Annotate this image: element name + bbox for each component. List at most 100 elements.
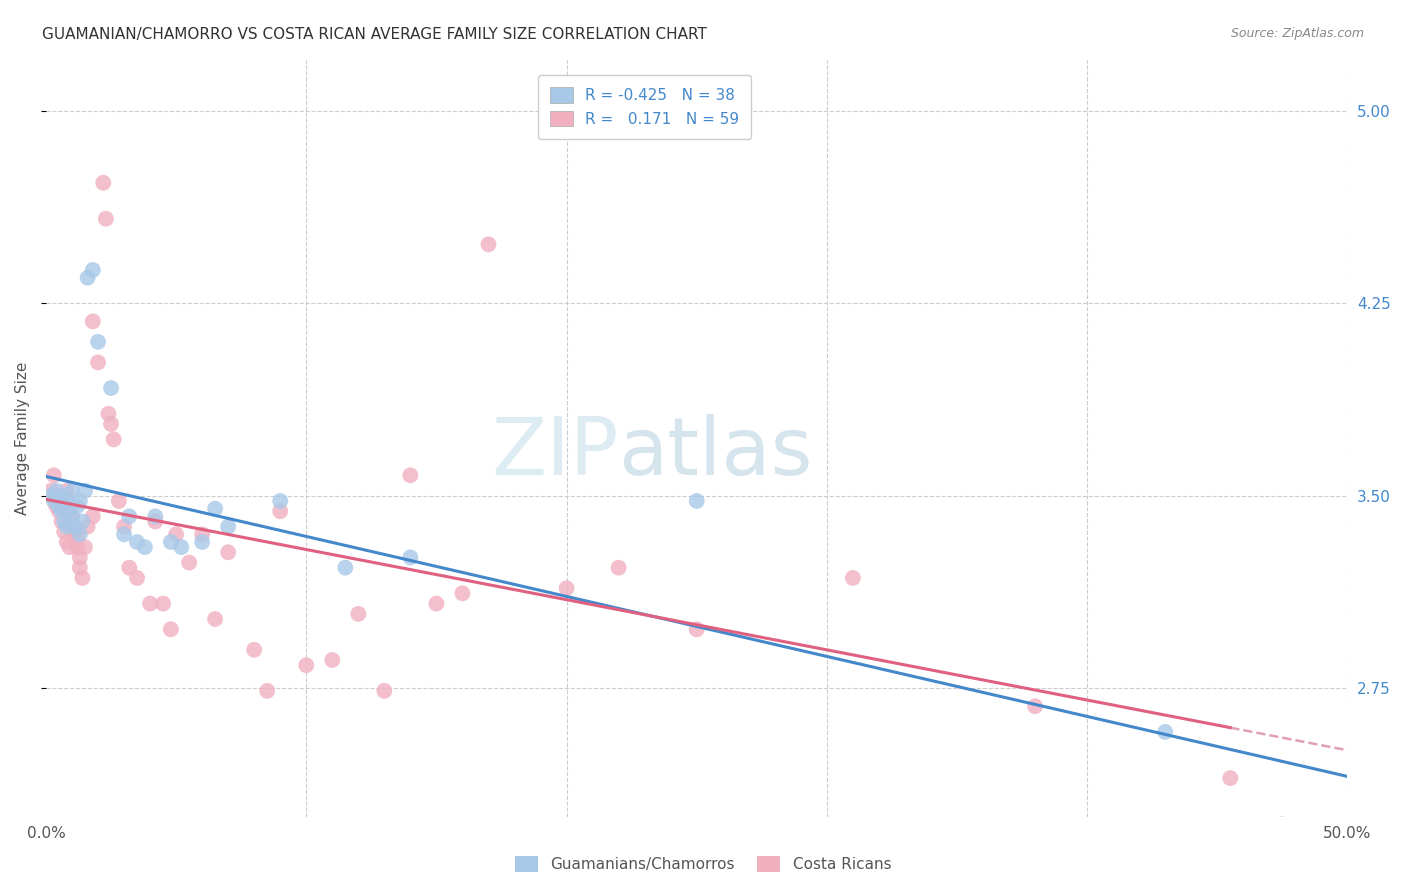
Point <box>170 540 193 554</box>
Point <box>165 527 187 541</box>
Legend: R = -0.425   N = 38, R =   0.171   N = 59: R = -0.425 N = 38, R = 0.171 N = 59 <box>537 75 751 139</box>
Point <box>269 494 291 508</box>
Point <box>373 684 395 698</box>
Point <box>160 622 183 636</box>
Point <box>335 560 357 574</box>
Point <box>73 540 96 554</box>
Point <box>60 509 83 524</box>
Point <box>125 571 148 585</box>
Point <box>82 314 104 328</box>
Text: GUAMANIAN/CHAMORRO VS COSTA RICAN AVERAGE FAMILY SIZE CORRELATION CHART: GUAMANIAN/CHAMORRO VS COSTA RICAN AVERAG… <box>42 27 707 42</box>
Point <box>112 527 135 541</box>
Point <box>73 483 96 498</box>
Point <box>53 499 76 513</box>
Point <box>58 504 80 518</box>
Point <box>69 550 91 565</box>
Point <box>477 237 499 252</box>
Point <box>112 519 135 533</box>
Point <box>1024 699 1046 714</box>
Point <box>39 483 62 498</box>
Point <box>51 515 73 529</box>
Point <box>134 540 156 554</box>
Point <box>58 501 80 516</box>
Point <box>425 597 447 611</box>
Point <box>607 560 630 574</box>
Point <box>42 494 65 508</box>
Text: Source: ZipAtlas.com: Source: ZipAtlas.com <box>1230 27 1364 40</box>
Point <box>53 489 76 503</box>
Point <box>91 176 114 190</box>
Text: atlas: atlas <box>619 414 813 492</box>
Point <box>72 571 94 585</box>
Point <box>45 499 67 513</box>
Point <box>555 581 578 595</box>
Point <box>686 494 709 508</box>
Point <box>66 499 89 513</box>
Point <box>139 597 162 611</box>
Point <box>399 468 422 483</box>
Point <box>58 540 80 554</box>
Point <box>82 263 104 277</box>
Point <box>97 407 120 421</box>
Point <box>42 468 65 483</box>
Point <box>103 433 125 447</box>
Y-axis label: Average Family Size: Average Family Size <box>15 361 30 515</box>
Point <box>160 535 183 549</box>
Point <box>191 527 214 541</box>
Point <box>53 524 76 539</box>
Point <box>842 571 865 585</box>
Point <box>94 211 117 226</box>
Point <box>108 494 131 508</box>
Point <box>204 612 226 626</box>
Point <box>347 607 370 621</box>
Point <box>451 586 474 600</box>
Point <box>256 684 278 698</box>
Point <box>118 560 141 574</box>
Point <box>63 519 86 533</box>
Point <box>76 270 98 285</box>
Point <box>143 509 166 524</box>
Point <box>1219 771 1241 785</box>
Point <box>243 642 266 657</box>
Point <box>87 334 110 349</box>
Point <box>56 483 79 498</box>
Point <box>56 519 79 533</box>
Text: ZIP: ZIP <box>491 414 619 492</box>
Point <box>100 417 122 431</box>
Point <box>686 622 709 636</box>
Point <box>143 515 166 529</box>
Point <box>69 527 91 541</box>
Point <box>1271 817 1294 831</box>
Point <box>56 535 79 549</box>
Point <box>48 499 70 513</box>
Point <box>269 504 291 518</box>
Point <box>295 658 318 673</box>
Point <box>321 653 343 667</box>
Point <box>76 519 98 533</box>
Point <box>66 530 89 544</box>
Point <box>45 483 67 498</box>
Point <box>69 494 91 508</box>
Point <box>125 535 148 549</box>
Point <box>60 509 83 524</box>
Point <box>60 483 83 498</box>
Point <box>87 355 110 369</box>
Point <box>179 556 201 570</box>
Point <box>152 597 174 611</box>
Point <box>72 515 94 529</box>
Point <box>118 509 141 524</box>
Point <box>191 535 214 549</box>
Point <box>56 494 79 508</box>
Point <box>100 381 122 395</box>
Point <box>217 519 239 533</box>
Point <box>51 504 73 518</box>
Point <box>1154 725 1177 739</box>
Point <box>69 560 91 574</box>
Point <box>66 540 89 554</box>
Point <box>53 515 76 529</box>
Point <box>48 504 70 518</box>
Point <box>63 524 86 539</box>
Point <box>399 550 422 565</box>
Point <box>39 489 62 503</box>
Point <box>217 545 239 559</box>
